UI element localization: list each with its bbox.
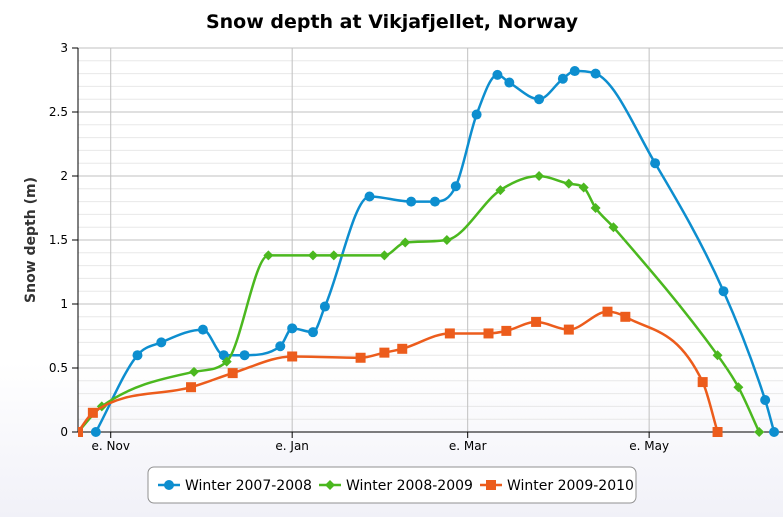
legend-marker	[164, 480, 174, 490]
legend-label: Winter 2007-2008	[185, 478, 312, 494]
data-point	[608, 222, 619, 233]
data-point	[275, 341, 286, 352]
data-point	[712, 350, 723, 361]
data-point	[379, 347, 390, 358]
data-point	[156, 337, 167, 348]
y-tick-label: 0	[60, 425, 68, 439]
y-axis-title: Snow depth (m)	[23, 177, 39, 303]
data-point	[287, 323, 298, 334]
data-point	[308, 327, 318, 338]
data-point	[197, 324, 208, 335]
data-point	[534, 171, 545, 181]
data-point	[769, 427, 780, 437]
data-point	[287, 351, 298, 362]
data-point	[441, 235, 452, 245]
data-point	[379, 250, 390, 261]
legend-marker	[325, 480, 335, 490]
data-point	[186, 382, 197, 393]
data-point	[590, 68, 601, 79]
x-tick-label: e. Nov	[92, 439, 130, 453]
legend-box	[147, 466, 637, 504]
data-point	[602, 306, 613, 317]
data-point	[650, 158, 661, 169]
x-axis-ticks: e. Nov e. Jan e. Mar e. May	[92, 432, 669, 453]
data-point	[754, 427, 765, 437]
data-point	[563, 178, 574, 189]
data-point	[429, 196, 440, 207]
data-point	[319, 301, 330, 312]
data-point	[132, 350, 143, 361]
y-tick-label: 1	[60, 297, 68, 311]
legend[interactable]: Winter 2007-2008 Winter 2008-2009 Winter 2…	[147, 466, 637, 504]
series-3	[78, 306, 723, 437]
data-point	[444, 328, 455, 339]
data-point	[189, 366, 200, 377]
data-point	[569, 66, 580, 77]
x-tick-label: e. Mar	[449, 439, 487, 453]
legend-item-3[interactable]: Winter 2009-2010	[480, 478, 634, 494]
y-tick-label: 1.5	[49, 233, 68, 247]
data-point	[760, 395, 771, 405]
data-point	[563, 324, 574, 335]
data-point	[78, 427, 83, 437]
series	[78, 66, 780, 437]
y-tick-label: 2.5	[49, 105, 68, 119]
data-point	[364, 191, 375, 202]
data-point	[733, 382, 744, 393]
data-point	[712, 427, 723, 437]
data-point	[578, 182, 589, 193]
data-point	[483, 328, 494, 339]
data-point	[718, 286, 729, 297]
data-point	[221, 356, 232, 367]
data-point	[400, 237, 411, 248]
x-tick-label: e. Jan	[275, 439, 309, 453]
x-tick-label: e. May	[629, 439, 669, 453]
data-point	[590, 203, 601, 213]
y-tick-label: 3	[60, 41, 68, 55]
data-point	[90, 427, 101, 437]
legend-label: Winter 2008-2009	[346, 478, 473, 494]
data-point	[534, 94, 545, 105]
data-point	[227, 368, 238, 379]
y-tick-label: 0.5	[49, 361, 68, 375]
data-point	[328, 250, 339, 261]
data-point	[557, 73, 568, 84]
legend-items: Winter 2007-2008 Winter 2008-2009 Winter 2…	[158, 478, 634, 494]
series-2	[78, 171, 765, 437]
legend-label: Winter 2009-2010	[507, 478, 634, 494]
data-point	[406, 196, 417, 207]
data-point	[308, 250, 318, 261]
data-point	[501, 325, 512, 336]
data-point	[697, 377, 708, 388]
data-point	[450, 181, 461, 192]
chart-title: Snow depth at Vikjafjellet, Norway	[206, 11, 579, 33]
data-point	[495, 185, 506, 196]
data-point	[504, 77, 515, 88]
data-point	[87, 407, 98, 418]
data-point	[355, 352, 366, 363]
data-point	[471, 109, 482, 120]
data-point	[620, 311, 631, 322]
y-axis-ticks: 0 0.5 1 1.5 2 2.5 3	[49, 41, 78, 439]
data-point	[239, 350, 250, 361]
y-tick-label: 2	[60, 169, 68, 183]
data-point	[531, 316, 542, 327]
legend-item-1[interactable]: Winter 2007-2008	[158, 478, 312, 494]
data-point	[492, 69, 503, 80]
legend-item-2[interactable]: Winter 2008-2009	[319, 478, 473, 494]
data-point	[397, 343, 408, 354]
legend-marker	[486, 480, 496, 490]
data-point	[263, 250, 274, 261]
series-1	[90, 66, 780, 437]
